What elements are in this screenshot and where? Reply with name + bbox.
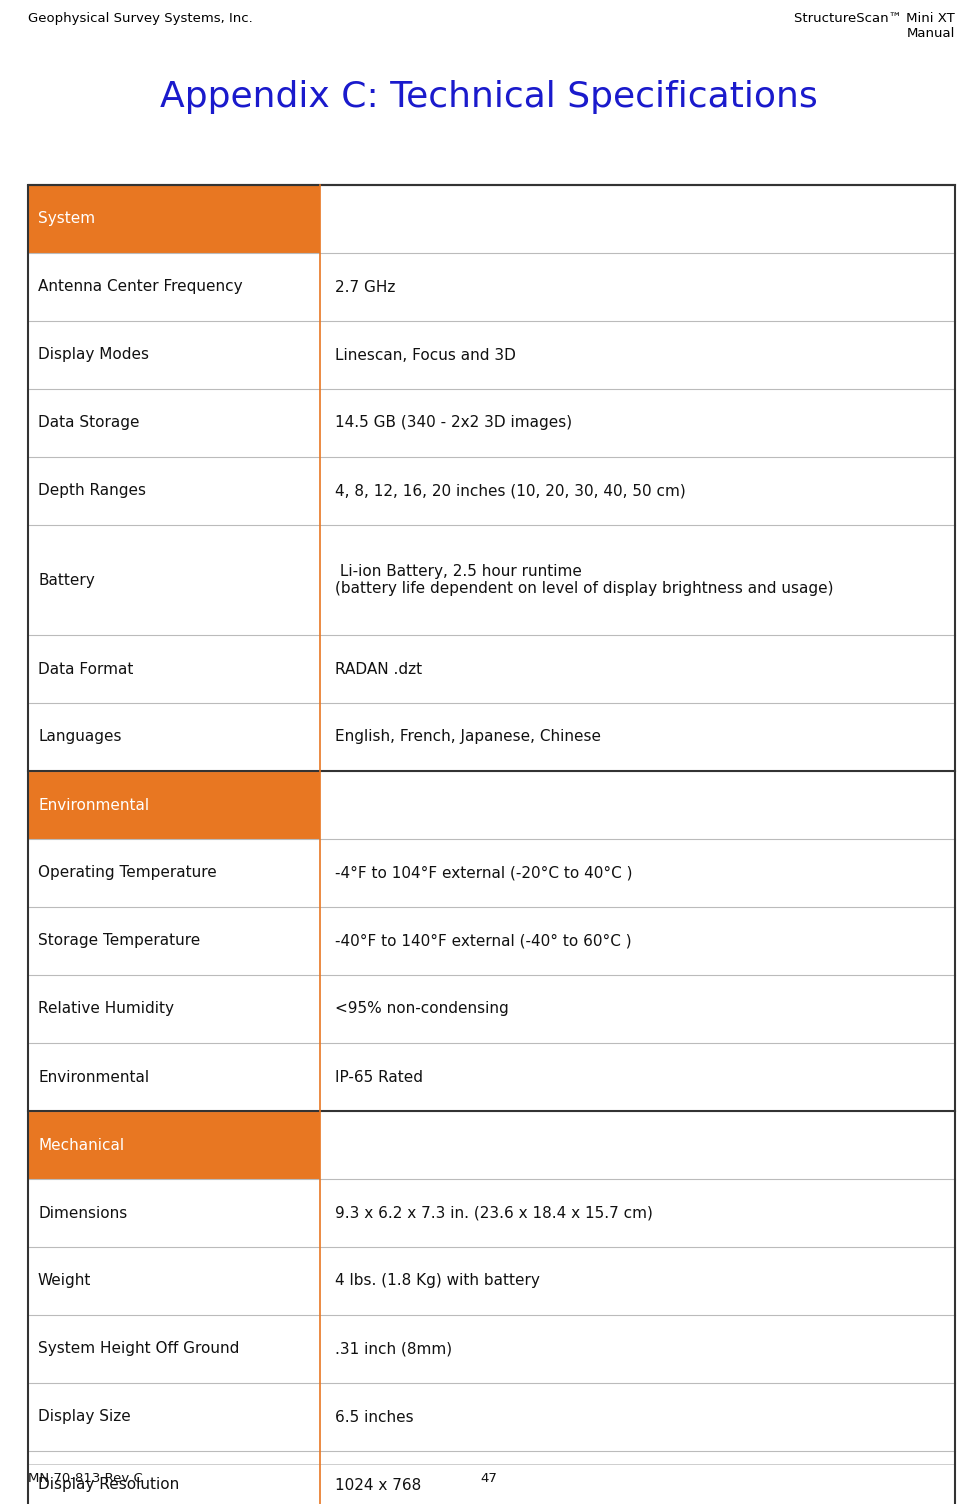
- Bar: [28, 525, 955, 635]
- Bar: [28, 1451, 955, 1504]
- Text: Display Modes: Display Modes: [38, 347, 149, 362]
- Bar: [28, 1247, 955, 1314]
- Text: MN 70-813 Rev C: MN 70-813 Rev C: [28, 1472, 143, 1484]
- Text: <95% non-condensing: <95% non-condensing: [335, 1002, 509, 1017]
- Text: 2.7 GHz: 2.7 GHz: [335, 280, 396, 295]
- Text: English, French, Japanese, Chinese: English, French, Japanese, Chinese: [335, 729, 601, 744]
- Text: -40°F to 140°F external (-40° to 60°C ): -40°F to 140°F external (-40° to 60°C ): [335, 934, 631, 949]
- Bar: [28, 635, 955, 702]
- Text: 4, 8, 12, 16, 20 inches (10, 20, 30, 40, 50 cm): 4, 8, 12, 16, 20 inches (10, 20, 30, 40,…: [335, 483, 686, 498]
- Text: Display Resolution: Display Resolution: [38, 1477, 179, 1492]
- Bar: [28, 1384, 955, 1451]
- Bar: [28, 772, 320, 839]
- Text: System: System: [38, 212, 95, 227]
- Text: Data Storage: Data Storage: [38, 415, 140, 430]
- Bar: [28, 1314, 955, 1384]
- Bar: [28, 1179, 955, 1247]
- Text: Appendix C: Technical Specifications: Appendix C: Technical Specifications: [159, 80, 818, 114]
- Bar: [28, 1042, 955, 1111]
- Bar: [28, 390, 955, 457]
- Bar: [28, 907, 955, 975]
- Text: 47: 47: [480, 1472, 497, 1484]
- Text: System Height Off Ground: System Height Off Ground: [38, 1342, 239, 1357]
- Text: 9.3 x 6.2 x 7.3 in. (23.6 x 18.4 x 15.7 cm): 9.3 x 6.2 x 7.3 in. (23.6 x 18.4 x 15.7 …: [335, 1206, 653, 1221]
- Text: Environmental: Environmental: [38, 797, 149, 812]
- Bar: [320, 1111, 955, 1179]
- Text: Depth Ranges: Depth Ranges: [38, 483, 146, 498]
- Text: Dimensions: Dimensions: [38, 1206, 127, 1221]
- Text: 4 lbs. (1.8 Kg) with battery: 4 lbs. (1.8 Kg) with battery: [335, 1274, 540, 1289]
- Text: Data Format: Data Format: [38, 662, 134, 677]
- Bar: [28, 975, 955, 1042]
- Text: RADAN .dzt: RADAN .dzt: [335, 662, 422, 677]
- Text: Operating Temperature: Operating Temperature: [38, 865, 217, 880]
- Text: Languages: Languages: [38, 729, 121, 744]
- Text: .31 inch (8mm): .31 inch (8mm): [335, 1342, 452, 1357]
- Text: 1024 x 768: 1024 x 768: [335, 1477, 421, 1492]
- Bar: [28, 839, 955, 907]
- Text: StructureScan™ Mini XT
Manual: StructureScan™ Mini XT Manual: [794, 12, 955, 41]
- Bar: [28, 185, 320, 253]
- Bar: [28, 253, 955, 320]
- Bar: [28, 457, 955, 525]
- Text: Antenna Center Frequency: Antenna Center Frequency: [38, 280, 242, 295]
- Text: Environmental: Environmental: [38, 1069, 149, 1084]
- Text: Weight: Weight: [38, 1274, 92, 1289]
- Bar: [28, 320, 955, 390]
- Bar: [320, 772, 955, 839]
- Text: Mechanical: Mechanical: [38, 1137, 124, 1152]
- Text: -4°F to 104°F external (-20°C to 40°C ): -4°F to 104°F external (-20°C to 40°C ): [335, 865, 632, 880]
- Text: Relative Humidity: Relative Humidity: [38, 1002, 174, 1017]
- Bar: [28, 185, 955, 1504]
- Text: Li-ion Battery, 2.5 hour runtime
(battery life dependent on level of display bri: Li-ion Battery, 2.5 hour runtime (batter…: [335, 564, 833, 596]
- Bar: [320, 185, 955, 253]
- Bar: [28, 1111, 320, 1179]
- Text: Geophysical Survey Systems, Inc.: Geophysical Survey Systems, Inc.: [28, 12, 253, 26]
- Bar: [28, 702, 955, 772]
- Text: Battery: Battery: [38, 573, 95, 588]
- Text: Display Size: Display Size: [38, 1409, 131, 1424]
- Text: Storage Temperature: Storage Temperature: [38, 934, 200, 949]
- Text: 14.5 GB (340 - 2x2 3D images): 14.5 GB (340 - 2x2 3D images): [335, 415, 573, 430]
- Text: IP-65 Rated: IP-65 Rated: [335, 1069, 423, 1084]
- Text: 6.5 inches: 6.5 inches: [335, 1409, 413, 1424]
- Text: Linescan, Focus and 3D: Linescan, Focus and 3D: [335, 347, 516, 362]
